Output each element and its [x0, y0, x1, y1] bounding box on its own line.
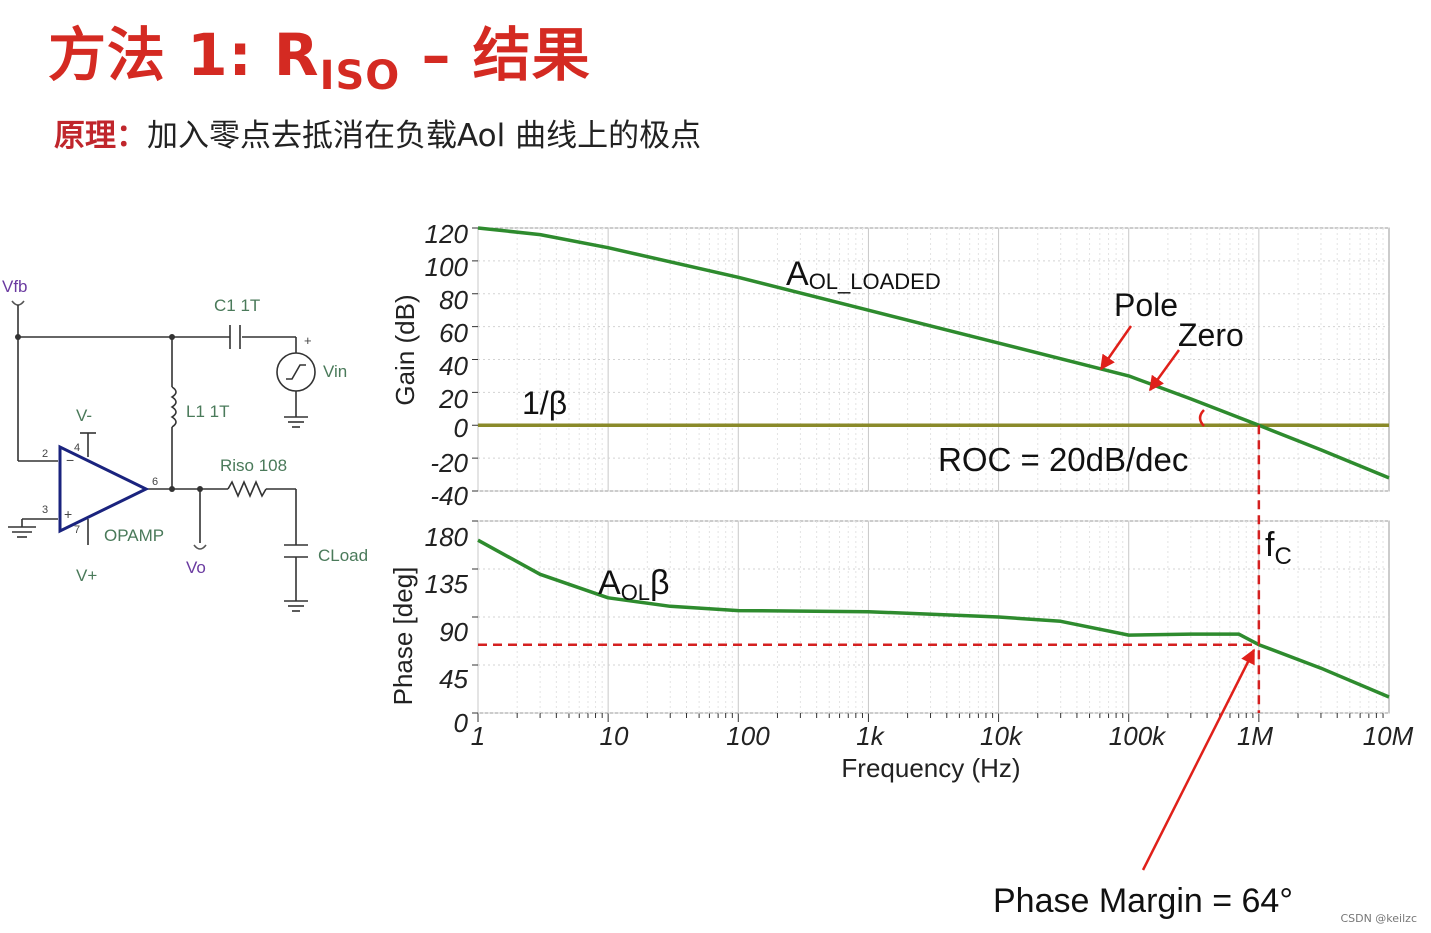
grid-layer — [472, 227, 1389, 722]
principle-line: 原理：加入零点去抵消在负载Aol 曲线上的极点 — [54, 110, 701, 155]
freq-tick-label: 10k — [980, 721, 1024, 751]
title-subscript: ISO — [319, 53, 401, 99]
phase-tick-label: 135 — [425, 569, 469, 599]
phase-margin-arrow — [1141, 648, 1256, 871]
label-vminus: V- — [76, 406, 92, 425]
phase-tick-label: 45 — [439, 664, 468, 694]
label-vo: Vo — [186, 558, 206, 577]
l1-inductor — [170, 386, 177, 428]
gain-tick-label: 100 — [425, 252, 469, 282]
junction-dot — [15, 334, 21, 340]
circuit-schematic: 2 3 4 6 7 − + + Vfb C1 1T Vin L1 1T V- R… — [2, 277, 368, 612]
pin-6-label: 6 — [152, 476, 158, 488]
bode-plot: 120 100 80 60 40 20 0 -20 -40 180 135 90… — [388, 219, 1414, 920]
freq-tick-label: 100k — [1109, 721, 1167, 751]
freq-tick-label: 10M — [1363, 721, 1414, 751]
label-c1: C1 1T — [214, 296, 260, 315]
aolb-phase-curve — [477, 538, 1390, 699]
junction-dot — [169, 334, 175, 340]
freq-tick-label: 10 — [600, 721, 629, 751]
series-layer — [477, 226, 1390, 713]
pole-arrow — [1099, 325, 1133, 371]
label-vin: Vin — [323, 362, 347, 381]
pin-7-label: 7 — [74, 524, 80, 536]
beta-label: 1/β — [522, 385, 567, 421]
label-vplus: V+ — [76, 566, 97, 585]
gain-tick-label: 120 — [425, 219, 469, 249]
vin-plus: + — [304, 333, 312, 348]
gain-tick-label: 0 — [454, 413, 469, 443]
phase-tick-label: 0 — [454, 708, 469, 738]
fc-label: fC — [1265, 526, 1292, 570]
junction-dot — [197, 486, 203, 492]
watermark: CSDN @keilzc — [1340, 912, 1417, 925]
phase-tick-label: 180 — [425, 522, 469, 552]
freq-tick-label: 100 — [726, 721, 770, 751]
label-riso: Riso 108 — [220, 456, 287, 475]
gain-tick-label: -20 — [430, 448, 468, 478]
title-tail: – 结果 — [400, 21, 591, 89]
pin-4-label: 4 — [74, 442, 80, 454]
phase-margin-label: Phase Margin = 64° — [993, 882, 1293, 920]
label-opamp: OPAMP — [104, 526, 164, 545]
roc-label: ROC = 20dB/dec — [938, 441, 1188, 478]
gain-tick-label: 80 — [439, 285, 468, 315]
gain-tick-label: 60 — [439, 318, 468, 348]
aol-loaded-label: AOL_LOADED — [786, 255, 941, 294]
principle-label: 原理： — [54, 118, 147, 154]
gain-tick-label: 20 — [438, 384, 468, 414]
phase-axis-label: Phase [deg] — [388, 567, 418, 706]
aolb-label: AOLβ — [598, 564, 670, 605]
principle-text: 加入零点去抵消在负载Aol 曲线上的极点 — [147, 118, 702, 154]
phase-tick-label: 90 — [439, 617, 468, 647]
opamp-plus: + — [64, 506, 72, 522]
freq-tick-label: 1 — [471, 721, 485, 751]
gain-tick-label: -40 — [430, 481, 468, 511]
slide-title: 方法 1: RISO – 结果 — [48, 8, 591, 99]
gain-tick-label: 40 — [439, 351, 468, 381]
pin-3-label: 3 — [42, 504, 48, 516]
pin-2-label: 2 — [42, 448, 48, 460]
label-vfb: Vfb — [2, 277, 28, 296]
x-axis-label: Frequency (Hz) — [841, 753, 1020, 783]
riso-resistor — [227, 479, 267, 499]
crossing-angle-arc — [1198, 409, 1205, 427]
pole-label: Pole — [1114, 287, 1178, 323]
junction-dot — [169, 486, 175, 492]
label-l1: L1 1T — [186, 402, 229, 421]
label-cload: CLoad — [318, 546, 368, 565]
opamp-minus: − — [66, 452, 74, 468]
gain-axis-label: Gain (dB) — [390, 294, 420, 405]
freq-tick-label: 1k — [856, 721, 885, 751]
title-main: 方法 1: R — [48, 21, 320, 89]
vo-terminal — [193, 544, 207, 550]
opamp-symbol — [58, 444, 150, 534]
zero-label: Zero — [1178, 317, 1244, 353]
aol-loaded-curve — [477, 226, 1390, 480]
vfb-terminal — [11, 300, 25, 306]
zero-arrow — [1148, 349, 1181, 392]
freq-tick-label: 1M — [1237, 721, 1273, 751]
